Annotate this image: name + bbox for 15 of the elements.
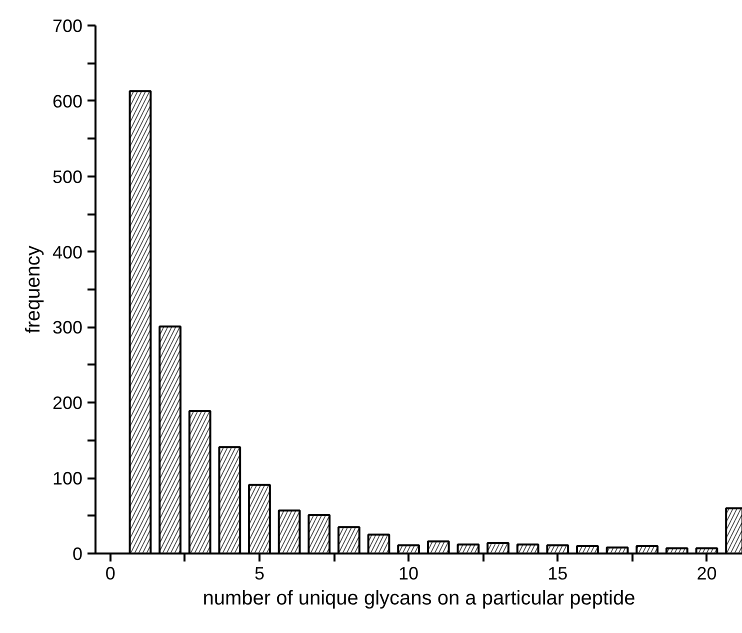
y-axis-title: frequency <box>22 246 44 334</box>
y-tick-label: 200 <box>52 393 83 414</box>
y-tick-label: 100 <box>52 468 83 489</box>
y-tick-label: 300 <box>52 318 83 338</box>
y-tick-label: 600 <box>52 91 83 112</box>
y-tick-label: 0 <box>72 544 83 564</box>
y-tick-label: 700 <box>52 16 83 36</box>
x-tick-label: 15 <box>548 564 568 584</box>
x-tick-label: 0 <box>105 564 116 584</box>
x-axis-title: number of unique glycans on a particular peptide <box>202 588 636 610</box>
x-tick-label: 5 <box>254 564 264 584</box>
x-tick-label: 10 <box>398 564 419 584</box>
y-tick-label: 500 <box>52 166 83 187</box>
x-tick-label: 20 <box>696 564 717 584</box>
y-tick-label: 400 <box>52 242 83 262</box>
